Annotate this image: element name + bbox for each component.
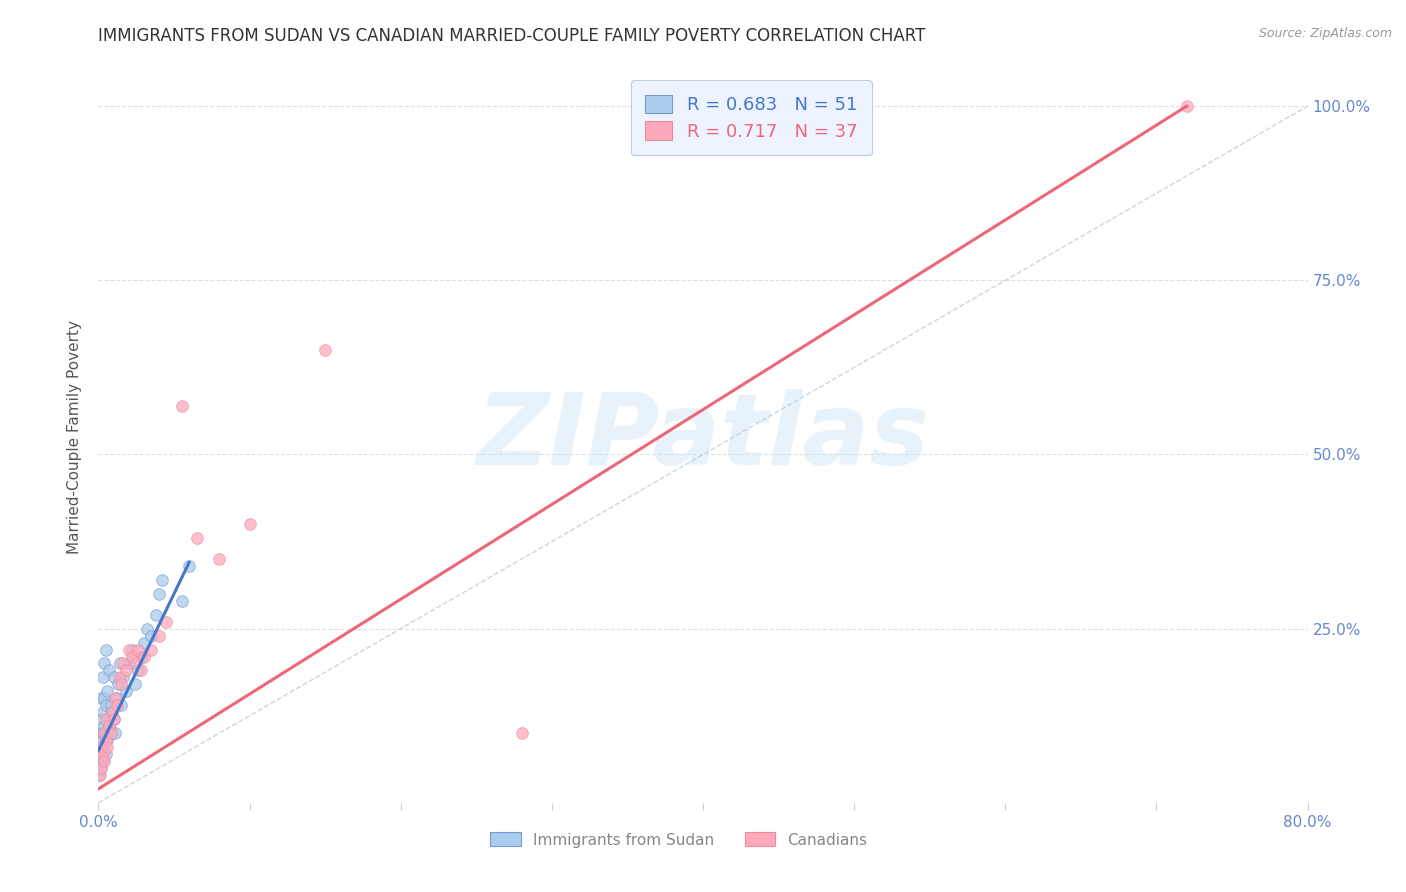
- Text: Source: ZipAtlas.com: Source: ZipAtlas.com: [1258, 27, 1392, 40]
- Point: [110, 677, 132, 691]
- Point: [89, 747, 111, 761]
- Point: [148, 629, 170, 643]
- Point: [100, 726, 122, 740]
- Point: [104, 691, 127, 706]
- Point: [93, 726, 115, 740]
- Point: [155, 615, 177, 629]
- Point: [91, 726, 114, 740]
- Point: [103, 712, 125, 726]
- Point: [148, 587, 170, 601]
- Point: [208, 552, 231, 566]
- Point: [98, 719, 121, 733]
- Point: [93, 740, 115, 755]
- Point: [89, 768, 111, 782]
- Point: [93, 657, 115, 671]
- Point: [91, 705, 114, 719]
- Point: [104, 726, 127, 740]
- Point: [94, 733, 117, 747]
- Point: [127, 642, 149, 657]
- Legend: Immigrants from Sudan, Canadians: Immigrants from Sudan, Canadians: [484, 826, 873, 854]
- Point: [1175, 99, 1198, 113]
- Point: [118, 657, 141, 671]
- Point: [90, 733, 112, 747]
- Point: [90, 740, 112, 755]
- Point: [98, 664, 121, 678]
- Point: [121, 649, 143, 664]
- Text: IMMIGRANTS FROM SUDAN VS CANADIAN MARRIED-COUPLE FAMILY POVERTY CORRELATION CHAR: IMMIGRANTS FROM SUDAN VS CANADIAN MARRIE…: [98, 27, 925, 45]
- Point: [93, 719, 115, 733]
- Point: [94, 747, 117, 761]
- Point: [111, 657, 134, 671]
- Point: [89, 768, 111, 782]
- Point: [89, 726, 111, 740]
- Point: [90, 691, 112, 706]
- Point: [150, 573, 173, 587]
- Point: [96, 684, 118, 698]
- Point: [105, 691, 128, 706]
- Point: [90, 761, 112, 775]
- Point: [94, 698, 117, 713]
- Point: [107, 677, 129, 691]
- Point: [94, 642, 117, 657]
- Point: [101, 705, 124, 719]
- Point: [100, 726, 122, 740]
- Point: [96, 733, 118, 747]
- Point: [93, 754, 115, 768]
- Point: [110, 698, 132, 713]
- Point: [141, 629, 163, 643]
- Point: [108, 657, 131, 671]
- Point: [129, 664, 152, 678]
- Point: [103, 712, 125, 726]
- Point: [105, 698, 128, 713]
- Point: [100, 698, 122, 713]
- Y-axis label: Married-Couple Family Poverty: Married-Couple Family Poverty: [67, 320, 83, 554]
- Point: [124, 677, 146, 691]
- Point: [94, 712, 117, 726]
- Point: [90, 761, 112, 775]
- Point: [91, 740, 114, 755]
- Point: [91, 754, 114, 768]
- Point: [132, 635, 155, 649]
- Point: [108, 670, 131, 684]
- Point: [90, 747, 112, 761]
- Point: [661, 99, 683, 113]
- Point: [125, 657, 148, 671]
- Text: ZIPatlas: ZIPatlas: [477, 389, 929, 485]
- Point: [145, 607, 167, 622]
- Point: [314, 343, 336, 357]
- Point: [111, 670, 134, 684]
- Point: [121, 642, 143, 657]
- Point: [96, 740, 118, 755]
- Point: [91, 747, 114, 761]
- Point: [91, 670, 114, 684]
- Point: [94, 726, 117, 740]
- Point: [90, 712, 112, 726]
- Point: [186, 531, 208, 545]
- Point: [179, 558, 201, 573]
- Point: [239, 517, 262, 532]
- Point: [98, 719, 121, 733]
- Point: [170, 594, 193, 608]
- Point: [118, 642, 141, 657]
- Point: [170, 399, 193, 413]
- Point: [114, 664, 136, 678]
- Point: [141, 642, 163, 657]
- Point: [127, 664, 149, 678]
- Point: [114, 684, 136, 698]
- Point: [101, 705, 124, 719]
- Point: [129, 649, 152, 664]
- Point: [510, 726, 533, 740]
- Point: [135, 622, 157, 636]
- Point: [132, 649, 155, 664]
- Point: [89, 754, 111, 768]
- Point: [103, 670, 125, 684]
- Point: [93, 691, 115, 706]
- Point: [89, 740, 111, 755]
